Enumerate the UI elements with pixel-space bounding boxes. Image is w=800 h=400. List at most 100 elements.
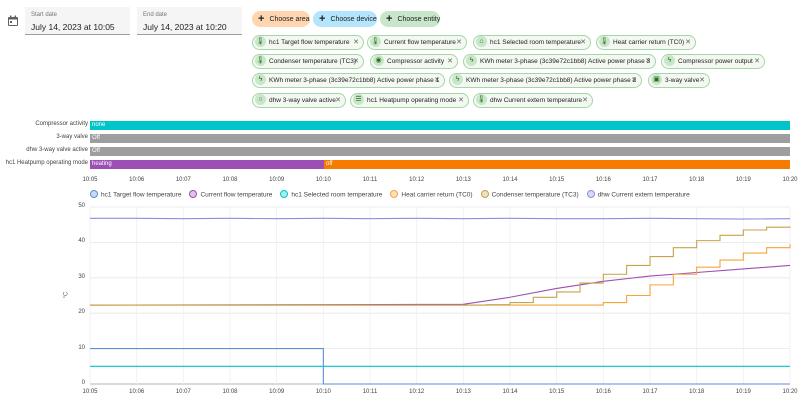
timeline-x-tick: 10:20: [782, 177, 798, 183]
remove-chip-icon[interactable]: ✕: [456, 39, 462, 46]
home-thermometer-icon: ⌂: [476, 35, 487, 47]
flash-icon: ϟ: [255, 73, 266, 85]
entity-chip[interactable]: ϟ KWh meter 3-phase (3c39e72c1bb8) Active…: [449, 73, 642, 88]
entity-chip[interactable]: 🌡 Condenser temperature (TC3) ✕: [252, 54, 364, 69]
entity-chip[interactable]: ○ dhw 3-way valve active ✕: [252, 93, 346, 108]
entity-chip[interactable]: ϟ Compressor power output ✕: [661, 54, 765, 69]
chart-x-tick: 10:20: [782, 389, 798, 395]
chart-x-tick: 10:09: [269, 389, 285, 395]
thermometer-icon: 🌡: [255, 35, 266, 47]
chart-x-tick: 10:13: [455, 389, 471, 395]
remove-chip-icon[interactable]: ✕: [699, 77, 705, 84]
remove-chip-icon[interactable]: ✕: [645, 58, 651, 65]
remove-chip-icon[interactable]: ✕: [353, 39, 359, 46]
series-line: [90, 226, 791, 306]
legend-item[interactable]: Current flow temperature: [189, 190, 273, 199]
chart-x-tick: 10:10: [315, 389, 331, 395]
end-date-label: End date: [143, 12, 168, 18]
y-tick-label: 40: [78, 238, 85, 245]
y-tick-label: 30: [78, 273, 85, 280]
chart-x-tick: 10:14: [502, 389, 518, 395]
timeline-segment[interactable]: off: [324, 160, 790, 169]
start-date-value: July 14, 2023 at 10:05: [31, 22, 115, 32]
legend-label: Condenser temperature (TC3): [491, 191, 579, 199]
timeline-x-tick: 10:15: [549, 177, 565, 183]
y-tick-label: 20: [78, 309, 85, 316]
timeline-segment[interactable]: Off: [90, 147, 790, 156]
remove-chip-icon[interactable]: ✕: [754, 58, 760, 65]
circle-outline-icon: ○: [255, 93, 266, 105]
legend-swatch: [480, 190, 489, 198]
chart-legend: hc1 Target flow temperature Current flow …: [90, 190, 698, 199]
chart-x-tick: 10:15: [549, 389, 565, 395]
entity-chip[interactable]: ☰ hc1 Heatpump operating mode ✕: [350, 93, 469, 108]
legend-item[interactable]: Condenser temperature (TC3): [480, 190, 579, 199]
legend-swatch: [586, 190, 595, 198]
remove-chip-icon[interactable]: ✕: [631, 77, 637, 84]
remove-chip-icon[interactable]: ✕: [685, 39, 691, 46]
entity-chip[interactable]: ϟ KWh meter 3-phase (3c39e72c1bb8) Active…: [252, 73, 445, 88]
timeline-x-tick: 10:10: [315, 177, 331, 183]
remove-chip-icon[interactable]: ✕: [353, 58, 359, 65]
chart-x-tick: 10:08: [222, 389, 238, 395]
series-line: [90, 348, 790, 385]
legend-label: hc1 Target flow temperature: [101, 191, 182, 199]
series-line: [89, 264, 791, 306]
legend-label: hc1 Selected room temperature: [291, 191, 383, 199]
timeline-segment[interactable]: heating: [90, 160, 324, 169]
remove-chip-icon[interactable]: ✕: [447, 58, 453, 65]
entity-chip[interactable]: 🌡 dhw Current extern temperature ✕: [473, 93, 593, 108]
plus-icon: +: [258, 13, 265, 25]
chart-x-tick: 10:19: [735, 389, 751, 395]
timeline-x-tick: 10:13: [455, 177, 471, 183]
legend-item[interactable]: hc1 Target flow temperature: [90, 190, 182, 199]
timeline-segment[interactable]: Off: [90, 134, 790, 143]
remove-chip-icon[interactable]: ✕: [580, 39, 586, 46]
timeline-x-tick: 10:12: [409, 177, 425, 183]
thermometer-icon: 🌡: [255, 54, 266, 66]
timeline-x-tick: 10:17: [642, 177, 658, 183]
timeline-segment[interactable]: none: [90, 121, 790, 130]
choose-entity-label: Choose entity: [397, 16, 441, 23]
start-date-label: Start date: [31, 12, 58, 18]
chart-x-tick: 10:05: [82, 389, 98, 395]
remove-chip-icon[interactable]: ✕: [434, 77, 440, 84]
timeline-row-label: dhw 3-way valve active: [26, 147, 88, 153]
chart-x-tick: 10:16: [595, 389, 611, 395]
legend-item[interactable]: hc1 Selected room temperature: [280, 190, 383, 199]
remove-chip-icon[interactable]: ✕: [582, 97, 588, 104]
legend-swatch: [90, 190, 98, 198]
thermometer-icon: 🌡: [370, 35, 381, 47]
entity-chip[interactable]: 🌡 hc1 Target flow temperature ✕: [252, 35, 364, 50]
entity-chip[interactable]: ⌂ hc1 Selected room temperature ✕: [473, 35, 591, 50]
timeline-x-tick: 10:07: [175, 177, 191, 183]
valve-icon: ▣: [651, 73, 662, 85]
timeline-x-tick: 10:08: [222, 177, 238, 183]
choose-area-label: Choose area: [269, 16, 310, 23]
choose-entity-button[interactable]: + Choose entity: [380, 11, 440, 27]
legend-swatch: [280, 190, 289, 198]
legend-label: Current flow temperature: [200, 191, 273, 199]
timeline-row-label: 3-way valve: [56, 134, 88, 140]
entity-chip[interactable]: ϟ KWh meter 3-phase (3c39e72c1bb8) Active…: [463, 54, 656, 69]
timeline-x-tick: 10:11: [362, 177, 378, 183]
entity-chip[interactable]: 🌡 Current flow temperature ✕: [367, 35, 467, 50]
start-date-field[interactable]: Start date July 14, 2023 at 10:05: [25, 7, 130, 35]
legend-swatch: [390, 190, 399, 198]
choose-area-button[interactable]: + Choose area: [252, 11, 310, 27]
remove-chip-icon[interactable]: ✕: [335, 97, 341, 104]
end-date-field[interactable]: End date July 14, 2023 at 10:20: [137, 7, 242, 35]
legend-swatch: [189, 190, 198, 198]
choose-device-button[interactable]: + Choose device: [313, 11, 377, 27]
thermometer-icon: 🌡: [599, 35, 610, 47]
entity-chip[interactable]: ▣ 3-way valve ✕: [648, 73, 710, 88]
legend-item[interactable]: Heat carrier return (TC0): [390, 190, 473, 199]
y-tick-label: 0: [81, 380, 85, 386]
entity-chip[interactable]: ◉ Compressor activity ✕: [370, 54, 458, 69]
list-icon: ☰: [353, 93, 364, 105]
entity-chip[interactable]: 🌡 Heat carrier return (TC0) ✕: [596, 35, 696, 50]
plus-icon: +: [319, 13, 326, 25]
remove-chip-icon[interactable]: ✕: [458, 97, 464, 104]
legend-item[interactable]: dhw Current extern temperature: [586, 190, 690, 199]
timeline-row-label: Compressor activity: [35, 121, 88, 127]
